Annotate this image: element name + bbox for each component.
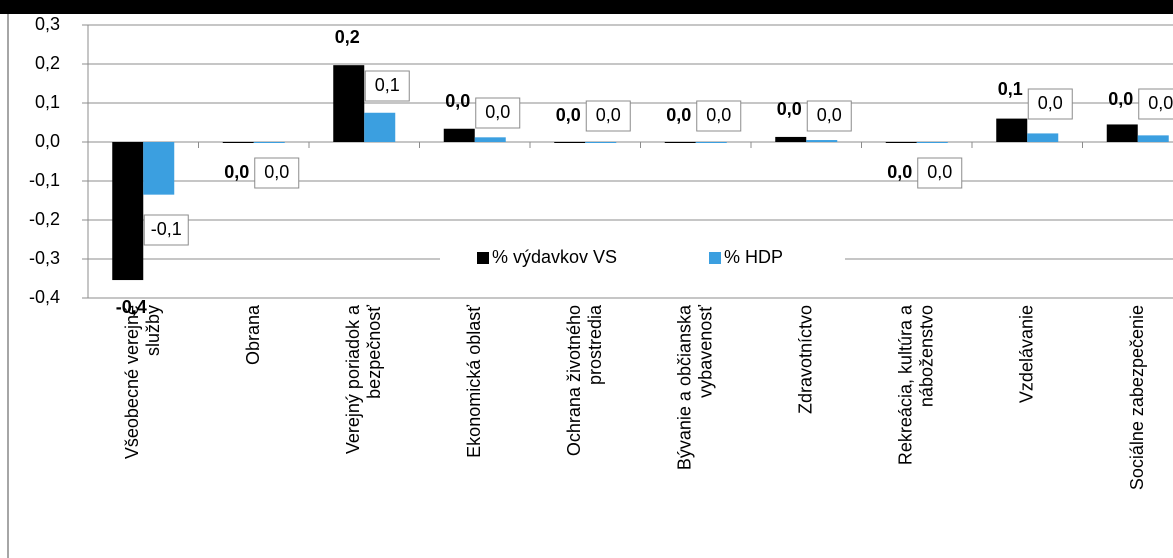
- legend-box: [440, 243, 845, 273]
- x-tick-label: Obrana: [243, 304, 263, 365]
- data-label: 0,0: [666, 105, 691, 125]
- bar: [664, 142, 696, 143]
- x-tick-label: Sociálne zabezpečenie: [1127, 305, 1147, 490]
- data-label: 0,2: [335, 27, 360, 47]
- data-label: 0,1: [375, 75, 400, 95]
- bar: [474, 137, 506, 142]
- bar: [333, 65, 365, 142]
- legend-label: % výdavkov VS: [492, 247, 617, 267]
- data-label: 0,0: [485, 102, 510, 122]
- bar: [916, 142, 948, 143]
- data-label-box: [254, 157, 300, 189]
- y-tick-label: 0,0: [35, 131, 60, 151]
- x-tick-label: Rekreácia, kultúra anáboženstvo: [895, 304, 936, 465]
- data-label-box: [585, 100, 631, 132]
- data-label: -0,1: [151, 219, 182, 239]
- data-label: 0,0: [224, 162, 249, 182]
- bar: [1137, 135, 1169, 142]
- bar: [143, 142, 175, 195]
- x-tick-label: Ochrana životnéhoprostredia: [564, 304, 605, 456]
- y-tick-label: -0,3: [29, 248, 60, 268]
- bar: [996, 118, 1028, 142]
- bar: [775, 136, 807, 142]
- bar: [695, 142, 727, 143]
- x-tick-label: Bývanie a občianskavybavenosť: [674, 304, 715, 470]
- data-label: -0,4: [116, 297, 147, 317]
- y-tick-label: -0,1: [29, 170, 60, 190]
- x-tick-label: Ekonomická oblasť: [464, 305, 484, 458]
- data-label: 0,1: [998, 79, 1023, 99]
- data-label-box: [475, 97, 521, 129]
- data-label: 0,0: [596, 105, 621, 125]
- data-label: 0,0: [1148, 93, 1173, 113]
- legend-swatch: [709, 252, 721, 264]
- legend-swatch: [477, 252, 489, 264]
- y-tick-label: -0,2: [29, 209, 60, 229]
- data-label: 0,0: [1108, 89, 1133, 109]
- data-label: 0,0: [777, 99, 802, 119]
- data-label-box: [1138, 88, 1173, 120]
- y-tick-label: 0,2: [35, 53, 60, 73]
- data-label: 0,0: [927, 162, 952, 182]
- x-tick-label: Vzdelávanie: [1016, 305, 1036, 403]
- bar: [885, 142, 917, 143]
- x-tick-label: Zdravotníctvo: [795, 305, 815, 414]
- data-label: 0,0: [264, 162, 289, 182]
- x-tick-label: Verejný poriadok abezpečnosť: [343, 304, 384, 454]
- data-label-box: [806, 100, 852, 132]
- data-label: 0,0: [556, 105, 581, 125]
- bar: [554, 142, 586, 143]
- bar: [806, 140, 838, 142]
- legend-label: % HDP: [724, 247, 783, 267]
- title-band: [0, 0, 1173, 14]
- y-tick-label: 0,3: [35, 14, 60, 34]
- y-tick-label: -0,4: [29, 287, 60, 307]
- y-tick-label: 0,1: [35, 92, 60, 112]
- bar: [585, 142, 617, 143]
- data-label: 0,0: [817, 105, 842, 125]
- bar: [364, 112, 396, 142]
- bar: [1106, 124, 1138, 142]
- bar: [253, 142, 285, 143]
- bar: [1027, 133, 1059, 142]
- data-label-box: [1027, 88, 1073, 120]
- x-tick-label: Všeobecné verejnéslužby: [122, 305, 163, 459]
- data-label-box: [143, 214, 189, 246]
- data-label-box: [917, 157, 963, 189]
- data-label-box: [364, 70, 410, 102]
- bar: [222, 142, 254, 143]
- bar: [112, 142, 144, 281]
- data-label: 0,0: [887, 162, 912, 182]
- bar: [443, 128, 475, 142]
- data-label-box: [696, 100, 742, 132]
- data-label: 0,0: [445, 91, 470, 111]
- data-label: 0,0: [1038, 93, 1063, 113]
- data-label: 0,0: [706, 105, 731, 125]
